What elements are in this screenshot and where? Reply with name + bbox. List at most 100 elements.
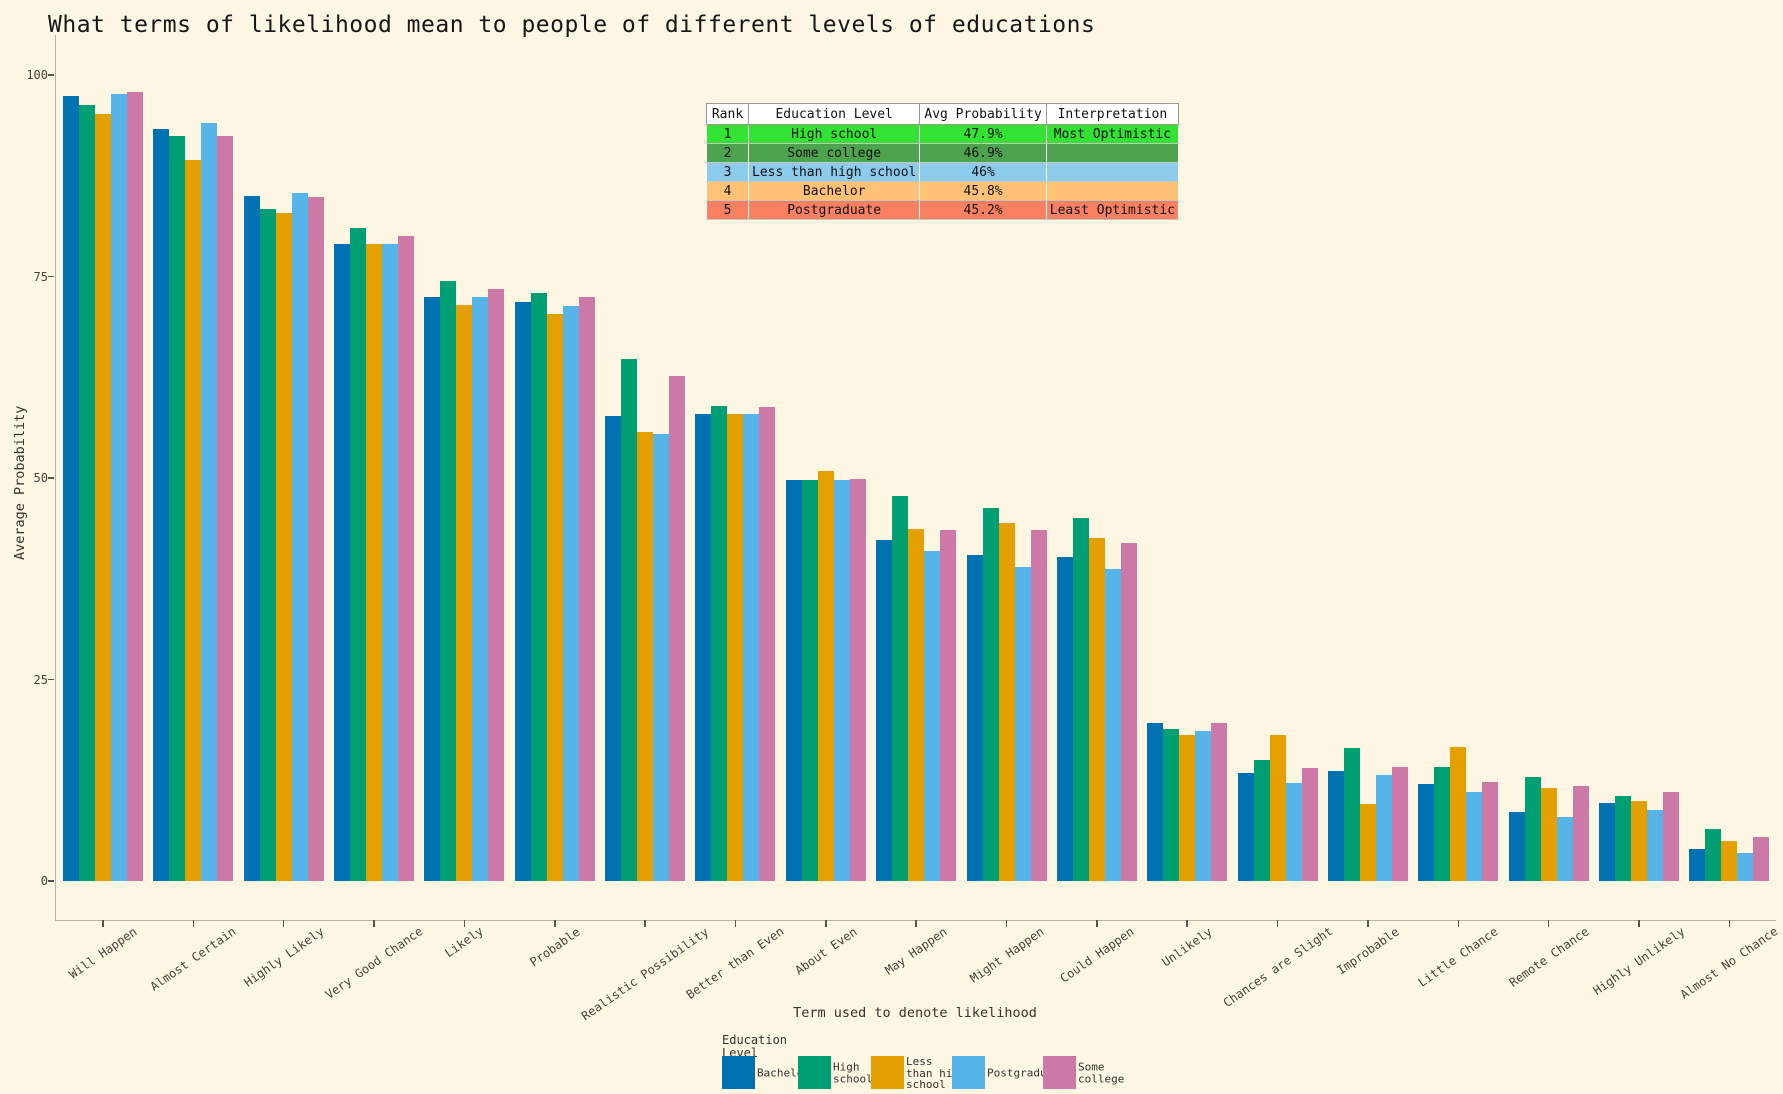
table-header-cell: Rank: [706, 103, 749, 125]
bar: [1343, 748, 1360, 881]
table-cell: Some college: [747, 143, 921, 163]
bar: [1524, 777, 1541, 881]
bar: [1285, 782, 1302, 881]
bar: [1450, 747, 1467, 881]
legend-item-label: High school: [833, 1060, 873, 1085]
bar: [621, 358, 638, 881]
table-cell: 45.2%: [919, 200, 1047, 220]
bar: [546, 314, 563, 881]
x-tick-mark: [1547, 920, 1550, 927]
bar: [982, 507, 999, 881]
bar: [1556, 816, 1573, 881]
legend-swatch: [1043, 1056, 1076, 1089]
bar: [1689, 848, 1706, 881]
bar: [307, 196, 324, 881]
table-header-cell: Interpretation: [1045, 103, 1180, 125]
bar: [111, 94, 127, 881]
table-header-cell: Avg Probability: [919, 103, 1047, 125]
bar: [711, 406, 728, 881]
bar: [440, 280, 457, 881]
y-tick-label: 50: [33, 471, 48, 485]
x-tick-mark: [1367, 920, 1369, 927]
bar: [169, 136, 186, 881]
legend-swatch: [722, 1056, 755, 1089]
bar: [653, 434, 670, 881]
x-tick-mark: [915, 920, 917, 927]
x-tick-mark: [734, 920, 737, 927]
legend-item-label: Postgraduate: [987, 1066, 1067, 1080]
table-cell: Postgraduate: [747, 200, 921, 220]
bar: [472, 296, 489, 881]
bar: [1014, 566, 1031, 881]
table-row: 3 Less than high school 46%: [706, 162, 1180, 182]
bar: [998, 523, 1015, 881]
bar: [1705, 828, 1722, 881]
bar: [1753, 836, 1770, 881]
x-tick-mark: [102, 920, 104, 927]
x-tick-mark: [825, 920, 827, 927]
bar: [1056, 556, 1073, 881]
bar: [908, 528, 925, 881]
bar: [1466, 792, 1483, 881]
table-header-cell: Education Level: [747, 103, 921, 125]
y-tick-label: 100: [26, 68, 48, 82]
table-row: 2 Some college 46.9%: [706, 143, 1180, 163]
bar: [1721, 840, 1738, 881]
x-tick-mark: [1005, 920, 1008, 927]
bar: [669, 375, 686, 881]
bar: [849, 478, 866, 881]
bar: [1237, 772, 1254, 881]
x-tick-mark: [1728, 920, 1731, 927]
bar: [1211, 723, 1228, 881]
bar: [79, 104, 95, 881]
bar: [1030, 529, 1047, 881]
bar: [743, 414, 760, 881]
x-tick-mark: [463, 920, 466, 927]
bar: [514, 302, 531, 881]
bar: [243, 195, 260, 881]
table-cell: 4: [706, 181, 749, 201]
legend-swatch: [798, 1056, 831, 1089]
bar: [201, 122, 218, 881]
y-tick-mark: [48, 477, 54, 479]
x-tick-mark: [554, 920, 556, 927]
bar: [259, 208, 276, 881]
table-cell: Less than high school: [747, 162, 921, 182]
table-cell: 2: [706, 143, 749, 163]
bar: [637, 432, 654, 881]
x-tick-mark: [373, 920, 375, 927]
summary-table: Rank Education Level Avg Probability Interp…: [706, 103, 1180, 220]
y-axis-title: Average Probability: [12, 405, 28, 560]
bar: [1147, 723, 1164, 881]
bar: [1662, 791, 1679, 881]
table-cell: 3: [706, 162, 749, 182]
bar: [1179, 735, 1196, 881]
bar: [1482, 781, 1499, 881]
page-title: What terms of likelihood mean to people …: [48, 12, 1096, 38]
bar: [966, 554, 983, 881]
x-tick-mark: [1638, 920, 1640, 927]
bar: [127, 91, 143, 881]
x-tick-mark: [1276, 920, 1279, 927]
bar: [1120, 543, 1137, 881]
bar: [185, 160, 202, 881]
table-row: 4 Bachelor 45.8%: [706, 181, 1180, 201]
table-cell: 46.9%: [919, 143, 1047, 163]
table-cell: 45.8%: [919, 181, 1047, 201]
bar: [1572, 785, 1589, 881]
bar: [759, 407, 776, 881]
bar: [217, 136, 234, 881]
bar: [382, 244, 399, 881]
legend-item-label: Less than high school: [906, 1054, 966, 1091]
y-tick-label: 25: [33, 672, 48, 687]
table-cell: [1045, 181, 1180, 201]
bar: [1646, 810, 1663, 881]
bar: [1195, 731, 1212, 881]
legend-item-label: Bachelor: [757, 1066, 810, 1080]
bar: [63, 95, 79, 881]
bar: [817, 470, 834, 881]
table-cell: [1045, 143, 1180, 163]
chart-panel: [54, 35, 1776, 921]
bar: [1737, 852, 1754, 881]
legend-swatch: [871, 1056, 904, 1089]
